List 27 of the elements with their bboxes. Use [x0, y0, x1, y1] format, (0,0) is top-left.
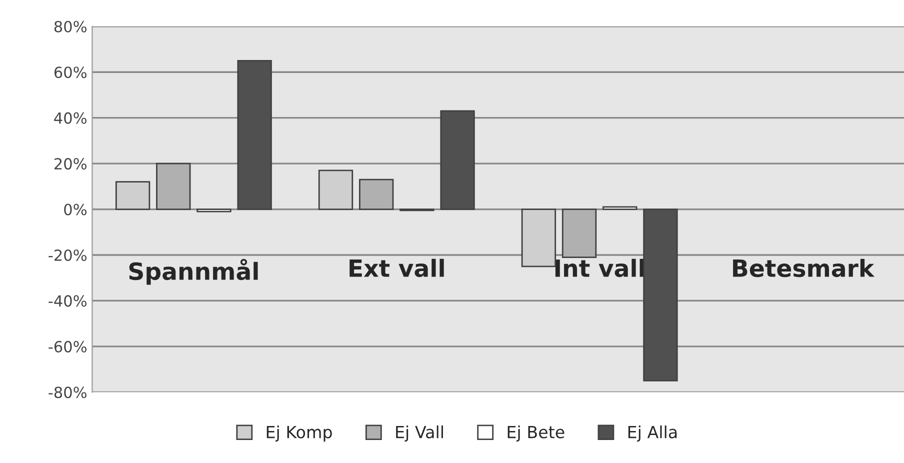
y-tick-label: -20%: [48, 249, 87, 262]
y-tick-label: 60%: [54, 66, 87, 78]
y-tick-label: 0%: [64, 204, 87, 216]
y-tick-label: -60%: [48, 340, 87, 352]
bar: [318, 170, 354, 210]
y-tick-label: 40%: [54, 112, 87, 124]
x-tick-label: Ext vall: [350, 258, 444, 278]
bar: [156, 162, 191, 210]
legend-label: Ej Bete: [508, 425, 564, 442]
bar: [521, 208, 556, 268]
x-tick-label: Spannmål: [129, 258, 258, 285]
bar: [359, 178, 394, 210]
bar: [643, 208, 678, 382]
bar: [237, 60, 272, 210]
legend-label: Ej Vall: [396, 425, 443, 442]
y-tick-label: 20%: [54, 158, 87, 170]
y-tick-label: -40%: [48, 295, 87, 307]
y-tick-label: 80%: [54, 20, 87, 32]
bar: [440, 110, 475, 210]
bar: [602, 206, 638, 210]
x-tick-label: Betesmark: [733, 258, 875, 278]
bar: [196, 208, 232, 212]
bar: [115, 181, 150, 210]
legend-label: Ej Komp: [266, 425, 332, 442]
legend-label: Ej Alla: [628, 425, 677, 442]
y-tick-label: -80%: [48, 386, 87, 398]
bar: [562, 208, 597, 258]
